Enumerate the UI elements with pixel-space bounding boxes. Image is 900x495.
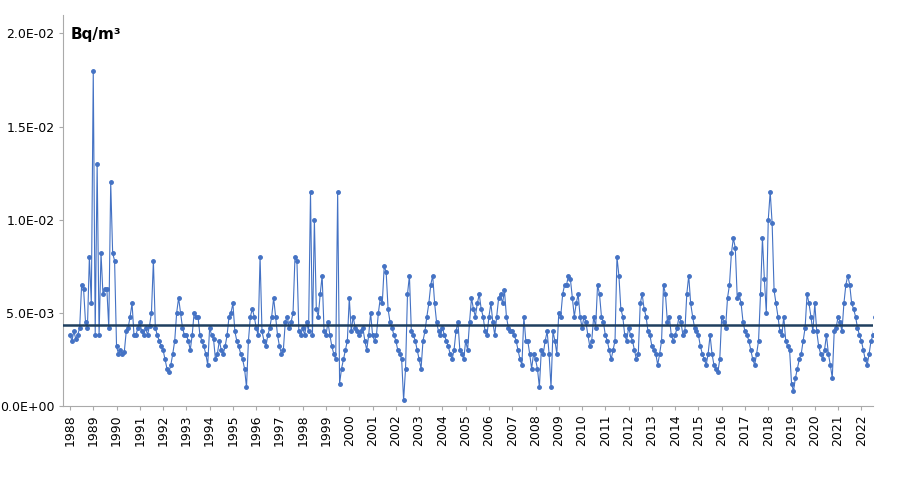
Text: Bq/m³: Bq/m³ <box>71 27 122 42</box>
